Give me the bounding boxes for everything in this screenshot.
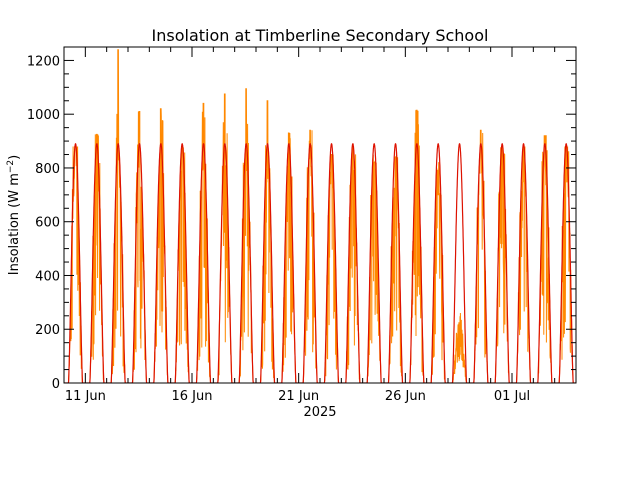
- y-tick-label: 800: [35, 162, 60, 177]
- chart-title: Insolation at Timberline Secondary Schoo…: [152, 26, 489, 45]
- y-tick-label: 200: [35, 323, 60, 338]
- x-tick-label: 11 Jun: [65, 389, 106, 404]
- y-axis-label-sup: −2: [6, 160, 16, 173]
- y-axis-label: Insolation (W m−2): [6, 155, 22, 276]
- year-label: 2025: [303, 405, 336, 420]
- y-tick-label: 600: [35, 216, 60, 231]
- y-axis-label-close: ): [7, 155, 22, 160]
- x-tick-label: 21 Jun: [278, 389, 319, 404]
- y-tick-label: 400: [35, 269, 60, 284]
- x-tick-label: 01 Jul: [494, 389, 530, 404]
- series-layer: [64, 49, 576, 383]
- x-tick-label: 26 Jun: [385, 389, 426, 404]
- y-tick-label: 1200: [27, 54, 60, 69]
- y-tick-label: 0: [52, 377, 60, 392]
- y-axis-label-main: Insolation (W m: [7, 173, 22, 275]
- tick-labels-layer: 0 200 400 600 800 1000 1200 11 Jun 16 Jun 21 Jun 2…: [27, 54, 530, 404]
- y-tick-label: 1000: [27, 108, 60, 123]
- ticks-layer: [64, 46, 576, 384]
- x-tick-label: 16 Jun: [172, 389, 213, 404]
